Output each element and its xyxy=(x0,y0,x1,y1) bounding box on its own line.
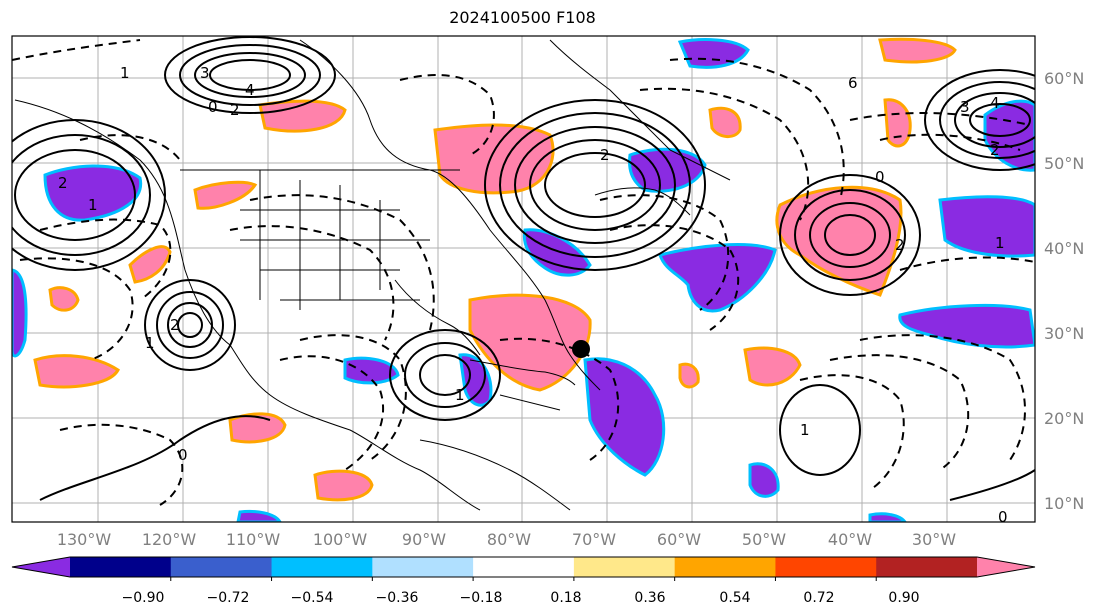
chart-title: 2024100500 F108 xyxy=(449,8,596,27)
colorbar-segment xyxy=(876,557,978,577)
contour-label: 1 xyxy=(120,64,130,82)
lat-tick-label: 40°N xyxy=(1044,239,1084,258)
lat-tick-label: 30°N xyxy=(1044,324,1084,343)
colorbar-tick-label: −0.54 xyxy=(291,590,334,606)
lon-tick-label: 120°W xyxy=(142,530,197,549)
lat-tick-label: 50°N xyxy=(1044,154,1084,173)
longitude-tick-labels: 130°W 120°W 110°W 100°W 90°W 80°W 70°W 6… xyxy=(57,530,956,549)
colorbar-tick-label: 0.90 xyxy=(888,590,919,606)
lon-tick-label: 70°W xyxy=(572,530,616,549)
contour-label: 0 xyxy=(178,446,188,464)
colorbar-tick-label: −0.36 xyxy=(376,590,419,606)
storm-position-marker xyxy=(572,340,590,358)
latitude-tick-labels: 60°N 50°N 40°N 30°N 20°N 10°N xyxy=(1044,69,1084,513)
colorbar-segment xyxy=(473,557,575,577)
colorbar-segment xyxy=(170,557,273,577)
contour-label: 2 xyxy=(58,174,68,192)
colorbar-tick-label: 0.18 xyxy=(550,590,581,606)
colorbar-segment xyxy=(271,557,373,577)
colorbar-segment xyxy=(70,557,172,577)
contour-label: 0 xyxy=(998,508,1008,526)
lon-tick-label: 50°W xyxy=(742,530,786,549)
lon-tick-label: 30°W xyxy=(912,530,956,549)
contour-label: 0 xyxy=(875,168,885,186)
contour-label: 1 xyxy=(145,334,155,352)
contour-label: 2 xyxy=(170,316,180,334)
contour-label: 2 xyxy=(990,141,1000,159)
colorbar-tick-label: −0.72 xyxy=(207,590,250,606)
contour-label: 1 xyxy=(88,196,98,214)
colorbar-segment xyxy=(674,557,776,577)
positive-fill-regions xyxy=(33,37,957,502)
lon-tick-label: 60°W xyxy=(657,530,701,549)
colorbar-tick-label: 0.36 xyxy=(634,590,665,606)
contour-labels: 4 3 2 1 0 2 1 0 1 4 3 2 6 2 1 0 2 1 0 2 … xyxy=(58,64,1008,526)
negative-fill-regions xyxy=(12,38,1035,522)
contour-label: 3 xyxy=(960,98,970,116)
colorbar-segment xyxy=(573,557,676,577)
contour-label: 4 xyxy=(245,81,255,99)
colorbar xyxy=(11,556,1036,581)
lat-tick-label: 20°N xyxy=(1044,409,1084,428)
lon-tick-label: 130°W xyxy=(57,530,112,549)
colorbar-tick-label: 0.54 xyxy=(719,590,750,606)
contour-label: 4 xyxy=(990,94,1000,112)
colorbar-segment xyxy=(372,557,474,577)
lon-tick-label: 90°W xyxy=(402,530,446,549)
lon-tick-label: 100°W xyxy=(313,530,368,549)
contour-label: 2 xyxy=(230,101,240,119)
lon-tick-label: 80°W xyxy=(487,530,531,549)
colorbar-tick-label: 0.72 xyxy=(803,590,834,606)
contour-label: 2 xyxy=(600,146,610,164)
coastlines xyxy=(14,39,731,511)
contour-label: 6 xyxy=(848,74,858,92)
lat-tick-label: 60°N xyxy=(1044,69,1084,88)
dashed-contours xyxy=(12,39,1035,506)
solid-contours xyxy=(12,36,1035,501)
colorbar-tick-labels: −0.90 −0.72 −0.54 −0.36 −0.18 0.18 0.36 … xyxy=(122,590,920,606)
contour-label: 0 xyxy=(208,98,218,116)
colorbar-tick-label: −0.90 xyxy=(122,590,165,606)
contour-label: 3 xyxy=(200,64,210,82)
contour-label: 1 xyxy=(455,386,465,404)
lon-tick-label: 40°W xyxy=(828,530,872,549)
contour-label: 2 xyxy=(895,236,905,254)
colorbar-outline xyxy=(11,556,1036,578)
colorbar-extend-low xyxy=(12,557,70,577)
contour-label: 1 xyxy=(995,234,1005,252)
map-frame xyxy=(11,35,1036,523)
colorbar-segment xyxy=(775,557,877,577)
colorbar-tick-label: −0.18 xyxy=(460,590,503,606)
colorbar-extend-high xyxy=(977,557,1035,577)
lat-tick-label: 10°N xyxy=(1044,494,1084,513)
gridlines xyxy=(12,36,1035,522)
lon-tick-label: 110°W xyxy=(226,530,281,549)
contour-label: 1 xyxy=(800,421,810,439)
